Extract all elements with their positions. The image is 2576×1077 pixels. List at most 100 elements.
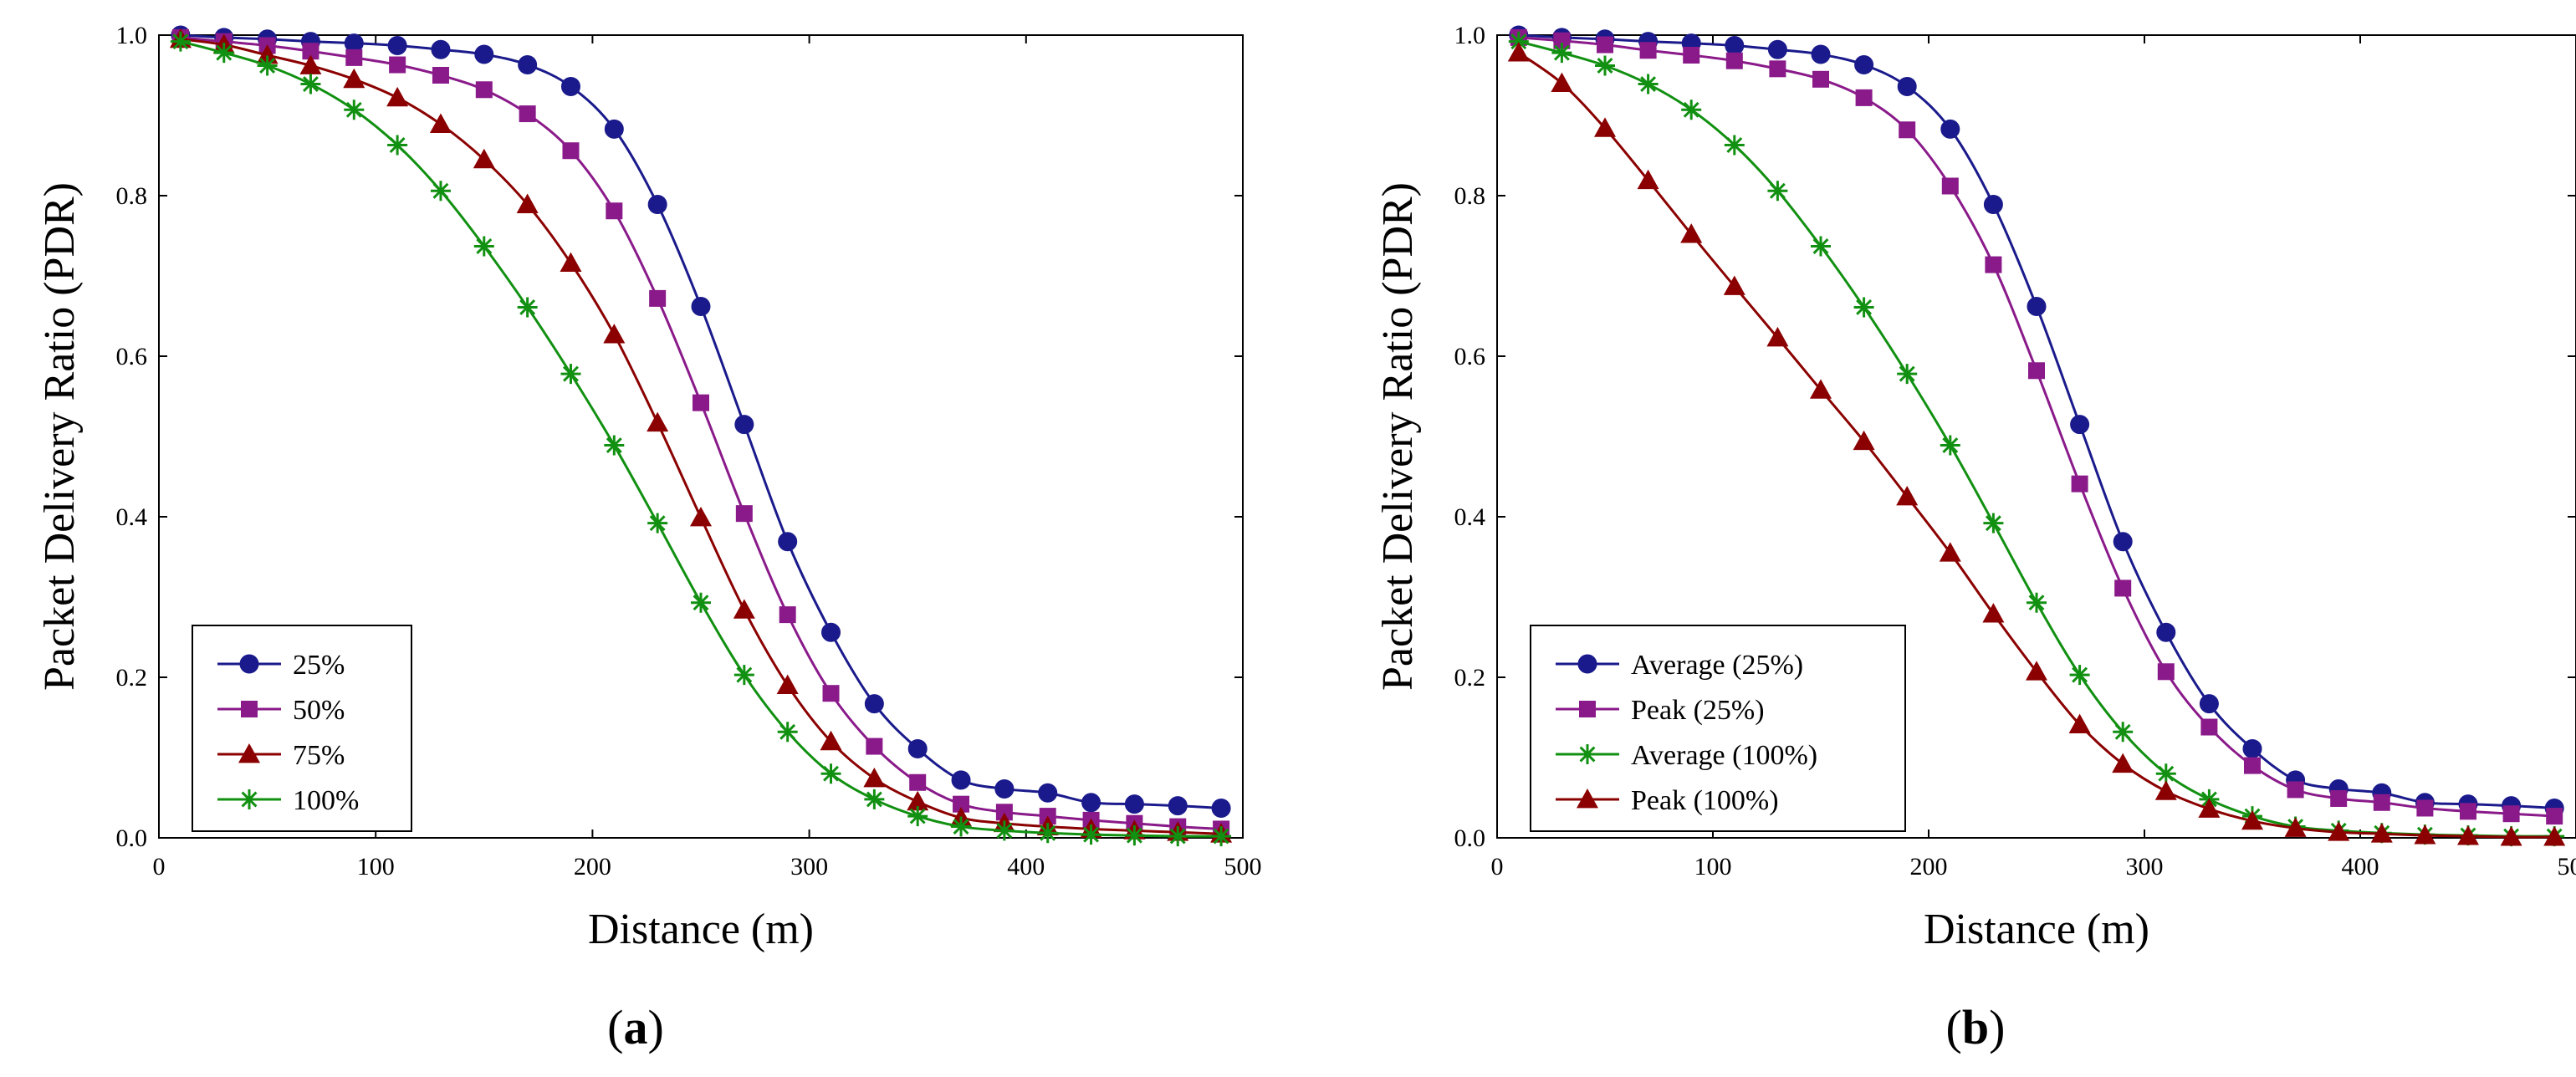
data-point (2071, 475, 2088, 493)
data-point (473, 148, 495, 169)
legend-label: 100% (293, 785, 359, 816)
data-point (473, 236, 494, 257)
data-point (302, 43, 319, 60)
data-point (994, 778, 1015, 799)
data-point (1124, 825, 1145, 846)
data-point (1983, 195, 2003, 215)
data-point (562, 142, 580, 160)
data-point (606, 202, 623, 220)
chart-panel-b: 0.0 0.2 0.4 0.6 0.8 1.0 0 100 200 300 400 500 Distan… (1374, 22, 2576, 1054)
data-point (2500, 826, 2522, 846)
x-tick-label: 300 (2126, 853, 2164, 880)
x-tick-label: 500 (1224, 853, 1262, 880)
data-point (603, 324, 626, 344)
data-point (2112, 753, 2134, 773)
data-point (1553, 32, 1571, 49)
data-point (1724, 135, 1745, 156)
x-tick-label: 100 (1694, 853, 1732, 880)
data-point (387, 135, 408, 156)
y-tick-label: 1.0 (1454, 22, 1486, 49)
data-point (1810, 379, 1832, 399)
data-point (2070, 415, 2090, 435)
data-point (2460, 803, 2476, 820)
data-point (432, 67, 449, 84)
legend-marker (1577, 744, 1597, 764)
data-point (864, 789, 885, 809)
series-peak-100- (1507, 42, 2566, 846)
data-point (560, 76, 580, 96)
legend-marker (1577, 789, 1598, 809)
y-tick-label: 0.2 (1454, 664, 1486, 692)
data-point (1680, 223, 1703, 243)
data-point (2027, 592, 2047, 613)
x-tick-label: 0 (153, 853, 166, 880)
data-point (257, 55, 278, 76)
data-point (1767, 39, 1787, 59)
data-point (604, 435, 625, 456)
data-point (1897, 76, 1917, 96)
data-point (2330, 789, 2348, 807)
legend-label: Peak (25%) (1631, 695, 1765, 726)
plot-frame (1496, 34, 2576, 839)
data-point (1507, 42, 1530, 62)
data-point (1897, 364, 1918, 385)
x-tick-label: 200 (574, 853, 611, 880)
data-point (1081, 824, 1101, 845)
legend-label: Average (100%) (1631, 740, 1817, 771)
data-point (994, 820, 1015, 841)
y-tick-label: 0.8 (116, 182, 148, 210)
data-point (1899, 121, 1916, 139)
data-point (1854, 55, 1874, 75)
data-point (1594, 117, 1616, 137)
data-point (1940, 119, 1960, 139)
data-point (345, 48, 363, 66)
data-point (2328, 821, 2350, 841)
data-point (2156, 622, 2176, 642)
data-point (1551, 43, 1572, 64)
data-point (953, 795, 970, 813)
data-point (2113, 722, 2134, 743)
data-point (1855, 89, 1873, 106)
series-line (180, 40, 1222, 838)
data-point (2287, 781, 2304, 799)
data-point (649, 289, 667, 307)
data-point (1896, 486, 1919, 506)
data-point (300, 74, 321, 94)
data-point (2200, 718, 2218, 736)
data-point (777, 722, 798, 743)
series-100- (170, 31, 1232, 847)
data-point (1725, 35, 1745, 55)
panel-label: (b) (1946, 1000, 2006, 1054)
data-point (647, 513, 668, 533)
x-tick-label: 0 (1491, 853, 1504, 880)
data-point (2155, 763, 2176, 784)
data-point (1811, 236, 1831, 257)
data-point (430, 181, 451, 202)
data-point (1168, 826, 1188, 847)
data-point (1812, 70, 1829, 88)
x-axis-title: Distance (m) (1924, 906, 2149, 953)
data-point (1939, 542, 1961, 562)
data-point (2069, 665, 2090, 686)
legend-marker (241, 701, 258, 717)
legend: Average (25%) Peak (25%) Average (100%) Pea… (1530, 625, 1906, 832)
series-line (1518, 36, 2555, 818)
data-point (821, 622, 841, 642)
data-point (2502, 805, 2520, 823)
data-point (2370, 823, 2393, 843)
data-point (1767, 181, 1788, 202)
y-axis-title: Packet Delivery Ratio (PDR) (36, 182, 84, 691)
data-point (2546, 808, 2563, 825)
data-point (560, 364, 581, 385)
data-point (2416, 799, 2434, 817)
data-point (951, 770, 971, 790)
data-point (693, 394, 709, 411)
data-point (1723, 275, 1745, 295)
data-point (1681, 100, 1702, 120)
data-point (2414, 824, 2436, 845)
data-point (2373, 794, 2390, 811)
data-point (431, 39, 451, 59)
data-point (779, 606, 796, 624)
data-point (474, 44, 494, 64)
data-point (691, 296, 711, 316)
